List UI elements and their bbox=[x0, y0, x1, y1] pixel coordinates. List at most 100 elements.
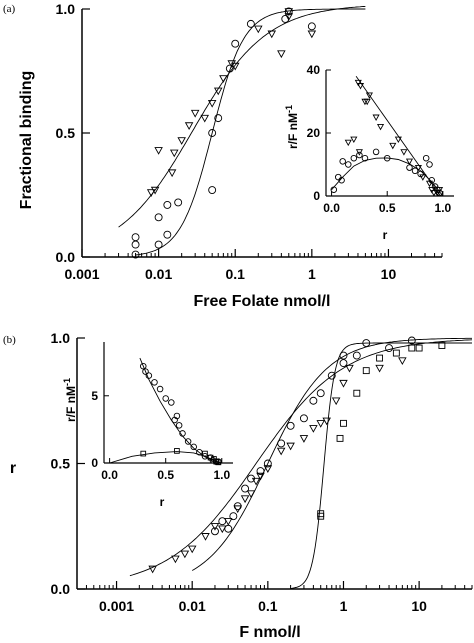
panel-a-inset-y-title-sup: -1 bbox=[284, 105, 294, 113]
circle-data-point bbox=[339, 351, 348, 360]
triangle-data-point bbox=[299, 435, 309, 443]
triangle-data-point bbox=[345, 364, 354, 373]
triangle-data-point bbox=[256, 472, 265, 481]
circle-inset-point bbox=[175, 422, 183, 429]
triangle-data-point bbox=[284, 13, 294, 21]
circle-data-point bbox=[218, 517, 227, 526]
panel-b-inset-y-ticks: 05 bbox=[91, 389, 109, 470]
panel-a-y-ticks: 0.0 0.5 1.0 bbox=[56, 1, 90, 265]
triangle-data-point bbox=[276, 447, 286, 456]
triangle-inset-point bbox=[430, 190, 438, 197]
circle-data-point bbox=[247, 474, 256, 483]
inset-x-tick-label: 0.5 bbox=[379, 201, 396, 215]
triangle-data-point bbox=[309, 425, 318, 433]
inset-y-tick-label: 20 bbox=[307, 126, 321, 140]
inset-y-tick-label: 0 bbox=[91, 456, 98, 470]
triangle-data-point bbox=[169, 149, 179, 158]
square-inset-point bbox=[140, 450, 147, 457]
triangle-data-point bbox=[307, 30, 317, 39]
circle-data-point bbox=[208, 186, 217, 194]
square-data-point bbox=[362, 367, 370, 375]
circle-data-point bbox=[281, 14, 290, 23]
circle-fit-curve bbox=[191, 337, 472, 571]
panel-a-inset-x-ticks: 0.0 0.5 1.0 bbox=[323, 191, 452, 215]
circle-data-point bbox=[174, 198, 183, 207]
x-tick-label: 10 bbox=[411, 598, 427, 614]
panel-a-inset-data-points bbox=[330, 79, 444, 197]
panel-b-label: (b) bbox=[3, 334, 16, 346]
panel-b-inset-y-title-text: r/F nM bbox=[64, 386, 78, 422]
triangle-data-point bbox=[154, 147, 163, 155]
circle-data-point bbox=[241, 484, 250, 493]
circle-inset-point bbox=[350, 154, 358, 162]
inset-x-tick-label: 1.0 bbox=[435, 201, 452, 215]
circle-inset-point bbox=[162, 395, 169, 402]
square-inset-point bbox=[207, 454, 214, 461]
circle-inset-point bbox=[151, 379, 158, 386]
circle-data-point bbox=[277, 439, 286, 448]
panel-b-inset-y-title-sup: -1 bbox=[62, 378, 72, 386]
circle-inset-point bbox=[422, 154, 430, 162]
circle-data-point bbox=[407, 336, 416, 345]
circle-data-point bbox=[307, 22, 316, 31]
square-data-point bbox=[438, 342, 446, 349]
triangle-data-point bbox=[218, 525, 227, 534]
triangle-inset-point bbox=[356, 83, 365, 90]
panel-a-x-axis-title: Free Folate nmol/l bbox=[194, 293, 331, 310]
circle-data-point bbox=[246, 19, 255, 28]
triangle-inset-point bbox=[425, 180, 434, 188]
square-data-point bbox=[376, 354, 383, 362]
panel-a-inset-y-title: r/F nM-1 bbox=[284, 105, 300, 149]
panel-a-label: (a) bbox=[3, 3, 16, 15]
panel-b-inset-x-title: r bbox=[160, 495, 165, 509]
circle-data-point bbox=[225, 64, 234, 73]
panel-a-inset-y-title-text: r/F nM bbox=[286, 113, 300, 149]
circle-data-point bbox=[256, 467, 265, 475]
square-inset-point bbox=[215, 459, 222, 466]
square-data-point bbox=[415, 344, 423, 352]
circle-data-point bbox=[362, 339, 371, 347]
panel-a-inset: 0 20 40 0.0 0.5 1.0 r/F nM-1 r bbox=[284, 63, 454, 242]
inset-y-tick-label: 5 bbox=[91, 389, 98, 403]
triangle-inset-point bbox=[428, 187, 436, 194]
triangle-inset-point bbox=[400, 149, 408, 156]
panel-b-x-axis-title: F nmol/l bbox=[239, 624, 300, 641]
triangle-data-point bbox=[251, 477, 261, 486]
triangle-data-point bbox=[375, 364, 384, 373]
triangle-data-point bbox=[180, 550, 190, 559]
triangle-inset-point bbox=[344, 139, 352, 147]
square-data-point bbox=[392, 349, 400, 357]
panel-b-inset-data-points bbox=[140, 362, 222, 466]
circle-data-point bbox=[154, 240, 163, 249]
circle-inset-point bbox=[145, 372, 153, 379]
circle-data-point bbox=[231, 39, 240, 48]
circle-data-point bbox=[224, 524, 233, 533]
triangle-data-point bbox=[146, 189, 156, 197]
circle-inset-point bbox=[406, 164, 413, 171]
triangle-data-point bbox=[177, 137, 186, 145]
circle-inset-point bbox=[426, 161, 433, 168]
circle-inset-point bbox=[338, 176, 345, 184]
triangle-data-point bbox=[246, 490, 256, 499]
triangle-fit-curve bbox=[129, 339, 473, 577]
inset-x-tick-label: 1.0 bbox=[213, 468, 230, 482]
circle-data-point bbox=[233, 502, 242, 511]
circle-data-point bbox=[131, 250, 140, 259]
triangle-data-point bbox=[284, 8, 294, 16]
triangle-data-point bbox=[148, 565, 157, 574]
circle-inset-point bbox=[372, 148, 380, 156]
triangle-data-point bbox=[219, 75, 228, 83]
panel-b-y-axis-title: r bbox=[10, 460, 16, 477]
triangle-data-point bbox=[224, 517, 233, 526]
circle-data-point bbox=[214, 114, 223, 123]
triangle-inset-point bbox=[376, 124, 385, 131]
inset-x-tick-label: 0.0 bbox=[323, 201, 340, 215]
y-tick-label: 0.5 bbox=[51, 456, 71, 472]
circle-inset-point bbox=[179, 430, 186, 437]
panel-a-main-plot: 0.0 0.5 1.0 0.001 0.01 0.1 1 10 Fractional bin… bbox=[18, 1, 443, 310]
circle-inset-point bbox=[417, 170, 424, 178]
triangle-data-point bbox=[322, 417, 331, 426]
circle-data-point bbox=[385, 344, 393, 352]
triangle-data-point bbox=[263, 465, 273, 473]
square-data-point bbox=[340, 419, 347, 427]
